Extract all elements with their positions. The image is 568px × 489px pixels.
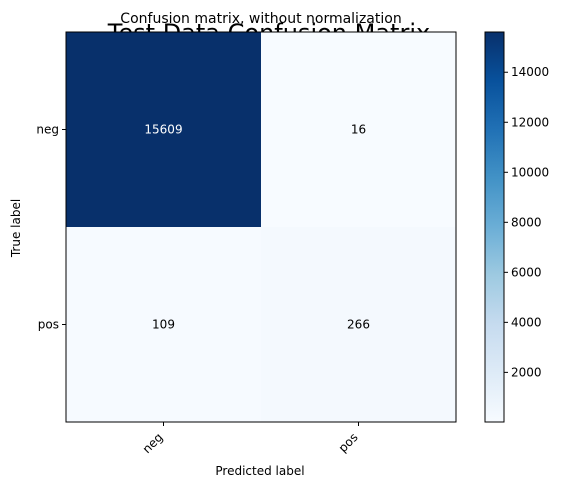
colorbar-ticks: 2000 4000 6000 8000 10000 12000 14000	[504, 65, 549, 379]
chart-subtitle: Confusion matrix, without normalization	[120, 11, 401, 27]
colorbar-tick-label: 12000	[511, 115, 549, 129]
colorbar-tick-label: 8000	[511, 215, 542, 229]
x-tick-label: neg	[140, 430, 166, 456]
heatmap-cells: 15609 16 109 266	[66, 32, 456, 422]
plot-frame	[65, 31, 457, 423]
heatmap-cell	[66, 32, 261, 227]
cell-value-label: 266	[347, 318, 370, 332]
y-axis-ticks: neg pos	[36, 123, 66, 332]
x-axis-ticks: neg pos	[140, 422, 361, 456]
cell-value-label: 16	[351, 123, 366, 137]
x-tick-label: pos	[336, 430, 361, 455]
colorbar-tick-label: 6000	[511, 265, 542, 279]
colorbar-tick-label: 4000	[511, 315, 542, 329]
colorbar-tick-label: 10000	[511, 165, 549, 179]
colorbar-tick-label: 2000	[511, 365, 542, 379]
colorbar	[484, 31, 505, 423]
y-tick-label: pos	[38, 318, 59, 332]
x-axis-label: Predicted label	[215, 464, 304, 478]
y-tick-label: neg	[36, 123, 59, 137]
cell-value-label: 15609	[144, 123, 182, 137]
heatmap-cell	[261, 32, 456, 227]
colorbar-tick-label: 14000	[511, 65, 549, 79]
heatmap-cell	[261, 227, 456, 422]
cell-value-label: 109	[152, 318, 175, 332]
y-axis-label: True label	[9, 199, 23, 258]
heatmap-cell	[66, 227, 261, 422]
